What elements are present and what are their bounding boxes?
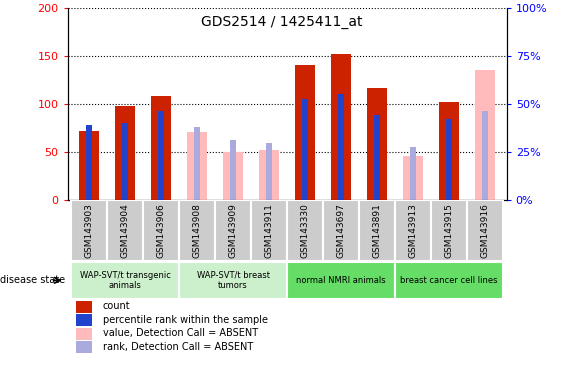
Text: percentile rank within the sample: percentile rank within the sample <box>102 314 267 325</box>
Bar <box>410 147 416 200</box>
Bar <box>295 65 315 200</box>
Bar <box>230 140 236 200</box>
Text: GSM143697: GSM143697 <box>337 203 346 258</box>
Bar <box>179 200 215 260</box>
Text: normal NMRI animals: normal NMRI animals <box>296 276 386 285</box>
Text: GDS2514 / 1425411_at: GDS2514 / 1425411_at <box>201 15 362 29</box>
Bar <box>107 200 143 260</box>
Bar <box>251 200 287 260</box>
Text: GSM143913: GSM143913 <box>409 203 418 258</box>
Bar <box>467 200 503 260</box>
Text: disease state: disease state <box>0 275 65 285</box>
Text: GSM143915: GSM143915 <box>445 203 454 258</box>
Bar <box>323 200 359 260</box>
Bar <box>194 127 200 200</box>
Text: GSM143330: GSM143330 <box>301 203 310 258</box>
Text: value, Detection Call = ABSENT: value, Detection Call = ABSENT <box>102 328 258 338</box>
Text: GSM143903: GSM143903 <box>84 203 93 258</box>
Text: GSM143908: GSM143908 <box>193 203 202 258</box>
Bar <box>259 150 279 200</box>
Bar <box>446 119 452 200</box>
Bar <box>482 111 488 200</box>
Bar <box>266 143 272 200</box>
Text: WAP-SVT/t transgenic
animals: WAP-SVT/t transgenic animals <box>80 271 171 290</box>
Text: GSM143909: GSM143909 <box>229 203 238 258</box>
Bar <box>374 115 380 200</box>
Bar <box>395 200 431 260</box>
Bar <box>367 88 387 200</box>
Bar <box>77 341 92 353</box>
Bar <box>338 94 344 200</box>
Bar <box>79 131 99 200</box>
Bar <box>87 125 92 200</box>
Bar <box>187 132 207 200</box>
Text: WAP-SVT/t breast
tumors: WAP-SVT/t breast tumors <box>196 271 270 290</box>
Text: count: count <box>102 301 130 311</box>
Bar <box>151 96 171 200</box>
Text: rank, Detection Call = ABSENT: rank, Detection Call = ABSENT <box>102 341 253 352</box>
Bar <box>143 200 179 260</box>
Bar <box>123 123 128 200</box>
Bar <box>224 152 243 200</box>
Bar <box>179 262 287 299</box>
Bar <box>475 70 495 200</box>
Bar <box>71 200 107 260</box>
Bar <box>395 262 503 299</box>
Bar <box>77 328 92 339</box>
Bar <box>77 301 92 313</box>
Bar <box>71 262 179 299</box>
Bar <box>359 200 395 260</box>
Bar <box>287 262 395 299</box>
Text: breast cancer cell lines: breast cancer cell lines <box>400 276 498 285</box>
Bar <box>158 111 164 200</box>
Text: GSM143891: GSM143891 <box>373 203 382 258</box>
Bar <box>331 54 351 200</box>
Text: GSM143906: GSM143906 <box>157 203 166 258</box>
Bar <box>403 156 423 200</box>
Bar <box>287 200 323 260</box>
Bar <box>439 102 459 200</box>
Bar <box>115 106 135 200</box>
Text: GSM143911: GSM143911 <box>265 203 274 258</box>
Bar <box>215 200 251 260</box>
Bar <box>302 99 308 200</box>
Bar <box>77 314 92 326</box>
Text: GSM143916: GSM143916 <box>481 203 490 258</box>
Text: GSM143904: GSM143904 <box>120 203 129 258</box>
Bar <box>431 200 467 260</box>
